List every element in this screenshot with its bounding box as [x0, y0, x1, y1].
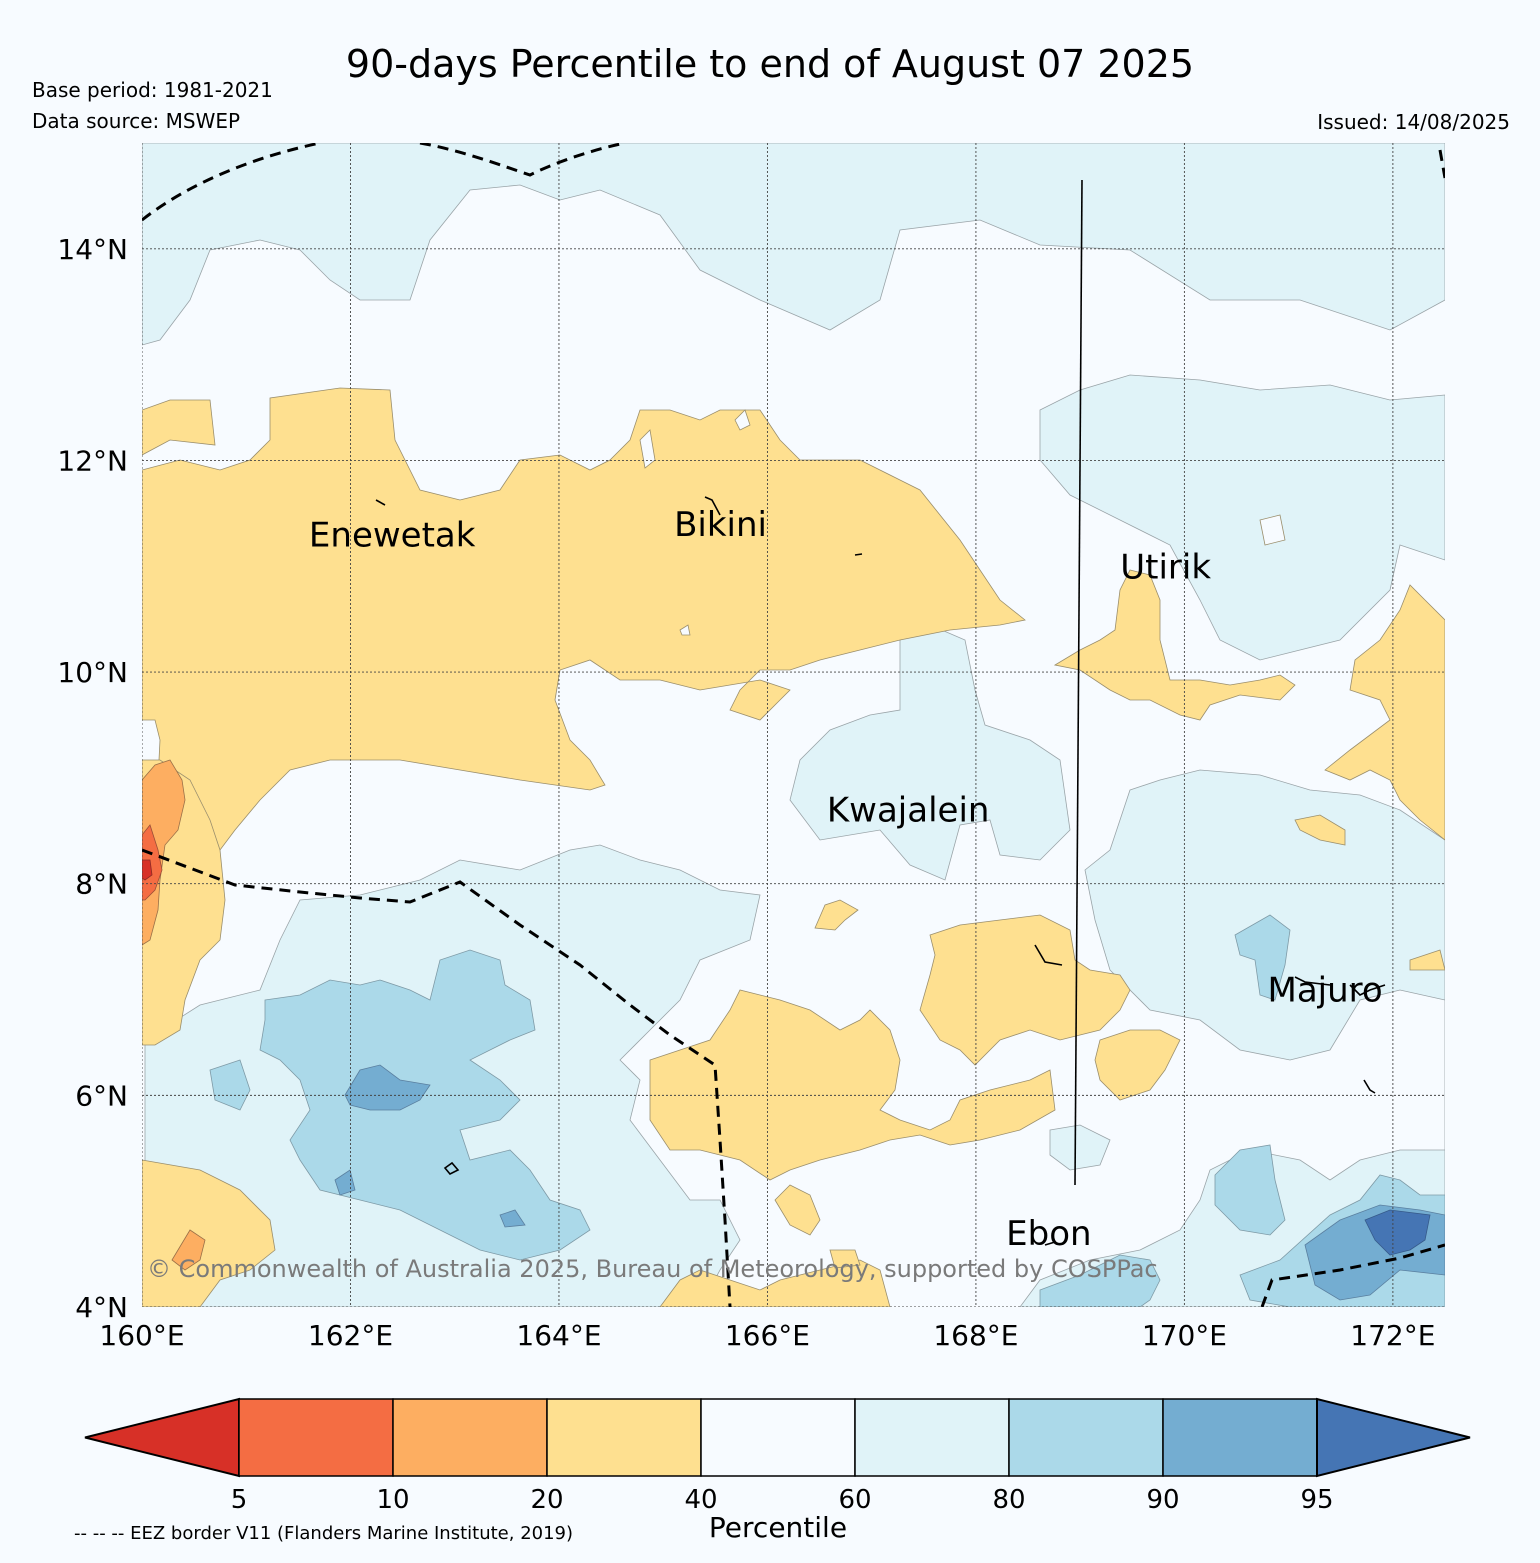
longitude-tick-label: 164°E: [516, 1319, 601, 1352]
eez-border: [142, 143, 1445, 1307]
longitude-tick-label: 162°E: [308, 1319, 393, 1352]
issued-date-text: Issued: 14/08/2025: [1317, 110, 1510, 134]
place-label-ebon: Ebon: [1006, 1214, 1091, 1254]
contour-10-20: [142, 759, 206, 1271]
colorbar-extend-low: [84, 1397, 240, 1478]
contour-20-40: [142, 387, 1445, 1307]
colorbar-bin: [238, 1398, 394, 1477]
colorbar-bin: [854, 1398, 1010, 1477]
contour-5-10: [142, 824, 163, 901]
colorbar-tick-label: 80: [992, 1485, 1025, 1515]
colorbar-bin: [392, 1398, 548, 1477]
data-source-text: Data source: MSWEP: [32, 109, 241, 133]
contour-white-holes: [639, 409, 1286, 636]
colorbar-label: Percentile: [709, 1511, 847, 1544]
longitude-tick-label: 166°E: [725, 1319, 810, 1352]
longitude-tick-label: 168°E: [933, 1319, 1018, 1352]
place-labels: Enewetak Bikini Utirik Kwajalein Majuro Ebon: [309, 505, 1383, 1254]
graticule: [142, 143, 1445, 1307]
colorbar-tick-label: 60: [838, 1485, 871, 1515]
atoll-outlines: [375, 179, 1386, 1246]
colorbar-bin: [1008, 1398, 1164, 1477]
colorbar-tick-label: 10: [376, 1485, 409, 1515]
contour-below-5: [142, 859, 153, 881]
colorbar-extend-high: [1316, 1397, 1471, 1478]
longitude-tick-label: 172°E: [1350, 1319, 1435, 1352]
latitude-tick-label: 6°N: [75, 1079, 128, 1112]
place-label-bikini: Bikini: [674, 505, 767, 545]
place-label-majuro: Majuro: [1268, 971, 1383, 1011]
place-label-enewetak: Enewetak: [309, 516, 476, 556]
latitude-tick-label: 14°N: [57, 233, 128, 266]
colorbar-bin: [700, 1398, 856, 1477]
eez-footnote: -- -- -- EEZ border V11 (Flanders Marine…: [74, 1523, 574, 1544]
colorbar: 5 10 20 40 60 80 90 95: [84, 1397, 1471, 1515]
latitude-tick-label: 10°N: [57, 656, 128, 689]
map-field: © Commonwealth of Australia 2025, Bureau…: [142, 143, 1445, 1307]
longitude-tick-label: 160°E: [99, 1319, 184, 1352]
latitude-tick-label: 8°N: [75, 868, 128, 901]
copyright-notice: © Commonwealth of Australia 2025, Bureau…: [147, 1255, 1158, 1283]
base-period-text: Base period: 1981-2021: [32, 78, 273, 102]
place-label-utirik: Utirik: [1120, 547, 1211, 587]
place-label-kwajalein: Kwajalein: [827, 791, 990, 831]
colorbar-tick-label: 40: [684, 1485, 717, 1515]
colorbar-bin: [1162, 1398, 1318, 1477]
latitude-tick-label: 4°N: [75, 1291, 128, 1324]
colorbar-tick-label: 95: [1300, 1485, 1333, 1515]
axis-labels: 160°E 162°E 164°E 166°E 168°E 170°E 172°E 4°N 6°…: [57, 233, 1435, 1352]
colorbar-tick-label: 5: [231, 1485, 248, 1515]
longitude-tick-label: 170°E: [1142, 1319, 1227, 1352]
map-title: 90-days Percentile to end of August 07 2…: [345, 42, 1195, 86]
contour-above-95: [1364, 1209, 1431, 1256]
colorbar-tick-label: 20: [530, 1485, 563, 1515]
colorbar-bin: [546, 1398, 702, 1477]
latitude-tick-label: 12°N: [57, 444, 128, 477]
colorbar-tick-label: 90: [1146, 1485, 1179, 1515]
